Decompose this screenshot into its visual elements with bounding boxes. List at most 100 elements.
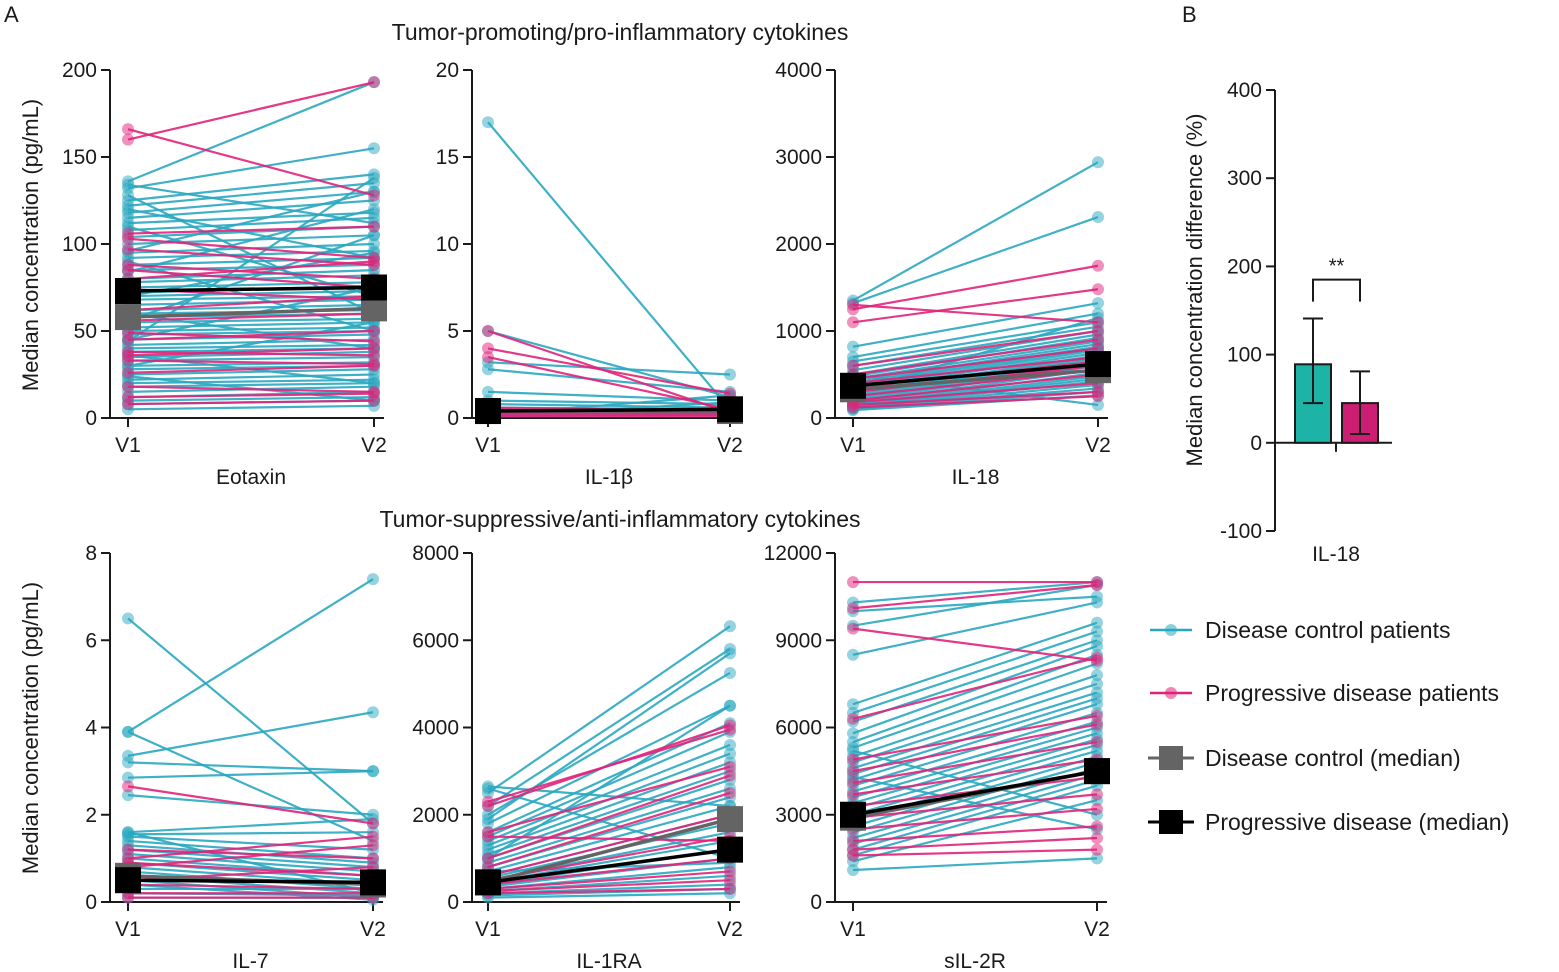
data-point (482, 813, 494, 826)
data-line (852, 807, 1098, 831)
chart-sil2r: 0 3000 6000 9000 12000 V1 V2 sIL-2R (764, 542, 1110, 972)
significance-stars: ** (1329, 256, 1345, 278)
data-point (1091, 677, 1103, 690)
data-line (127, 878, 374, 885)
data-line (852, 723, 1098, 773)
data-point (724, 620, 736, 633)
data-line (487, 730, 731, 838)
data-line (852, 583, 1098, 627)
data-point (122, 843, 134, 856)
data-point (122, 354, 134, 367)
data-point (367, 852, 379, 865)
data-line (852, 362, 1099, 388)
data-line (852, 714, 1098, 761)
data-point (847, 849, 859, 862)
data-point (122, 333, 134, 346)
data-point (847, 316, 859, 329)
data-point (1091, 843, 1103, 856)
data-line (852, 340, 1099, 380)
data-line (127, 839, 374, 860)
legend-marker-control-patients (1165, 624, 1177, 636)
data-point (368, 342, 380, 355)
data-point (482, 342, 494, 355)
y-tick-label-il1ra: 4000 (412, 717, 459, 740)
data-line (127, 295, 375, 312)
data-line (852, 769, 1098, 817)
data-line (127, 81, 375, 183)
data-line (127, 321, 375, 367)
data-point (122, 826, 134, 839)
data-point (122, 133, 134, 146)
data-line (852, 799, 1098, 863)
data-line (487, 787, 731, 860)
x-tick-label-il7: V2 (360, 918, 386, 941)
data-line (127, 225, 375, 235)
data-line (852, 347, 1099, 380)
data-line (127, 81, 375, 141)
data-line (487, 887, 731, 895)
chart-il18-diff: -100 0 100 200 300 400 IL-18 Median concentrati… (1182, 79, 1392, 566)
x-tick-label-il1b: V1 (475, 434, 501, 457)
data-point (1091, 625, 1103, 638)
data-line (852, 329, 1099, 367)
data-line (852, 711, 1098, 787)
series-eotaxin-3 (115, 274, 387, 304)
median-marker (475, 869, 501, 896)
chart-il7: 0 2 4 6 8 V1 V2 IL-7 (85, 542, 386, 972)
data-line (852, 601, 1098, 656)
data-line (127, 385, 375, 393)
legend-marker-control-median (1159, 746, 1183, 770)
data-line (852, 303, 1099, 324)
median-marker (840, 372, 866, 399)
y-tick-label-il18-diff: 400 (1227, 79, 1262, 102)
data-line (127, 128, 375, 197)
y-tick-label-sil2r: 6000 (775, 717, 822, 740)
data-line (127, 578, 374, 733)
y-tick-label-il7: 2 (85, 804, 97, 827)
series-il1b-3 (475, 396, 743, 425)
data-point (368, 325, 380, 337)
y-tick-label-il7: 0 (85, 891, 97, 914)
data-line (127, 248, 375, 266)
data-point (724, 738, 736, 751)
data-point (1091, 852, 1103, 865)
legend-label-control-patients: Disease control patients (1205, 617, 1450, 643)
data-point (122, 366, 134, 379)
y-tick-label-il1b: 0 (447, 407, 459, 430)
data-line (127, 770, 374, 779)
x-axis-title-eotaxin: Eotaxin (216, 466, 286, 489)
data-line (852, 382, 1099, 404)
legend-item-control-patients: Disease control patients (1150, 617, 1450, 643)
data-point (368, 203, 380, 216)
y-tick-label-sil2r: 0 (810, 891, 822, 914)
data-line (127, 173, 375, 202)
data-line (852, 395, 1099, 409)
data-point (1092, 297, 1104, 310)
y-tick-label-il18: 1000 (775, 320, 822, 343)
data-point (482, 325, 494, 337)
data-line (852, 848, 1098, 857)
series-il1ra-3 (475, 836, 743, 896)
data-point (368, 255, 380, 268)
data-line (127, 364, 375, 374)
data-line (852, 738, 1098, 810)
data-point (724, 882, 736, 895)
series-il18-3 (840, 351, 1111, 399)
series-il7-3 (115, 867, 386, 896)
data-point (847, 622, 859, 635)
data-point (847, 648, 859, 661)
data-line (852, 825, 1098, 843)
data-line (127, 347, 375, 357)
data-line (127, 378, 375, 385)
data-point (1091, 832, 1103, 845)
data-line (487, 356, 731, 411)
data-line (127, 182, 375, 207)
data-point (122, 612, 134, 625)
y-tick-label-il1b: 10 (436, 233, 459, 256)
data-line (487, 813, 731, 877)
data-point (122, 398, 134, 411)
data-point (122, 725, 134, 738)
y-tick-label-il1ra: 2000 (412, 804, 459, 827)
section-title-bottom: Tumor-suppressive/anti-inflammatory cyto… (379, 506, 860, 532)
data-point (724, 786, 736, 799)
